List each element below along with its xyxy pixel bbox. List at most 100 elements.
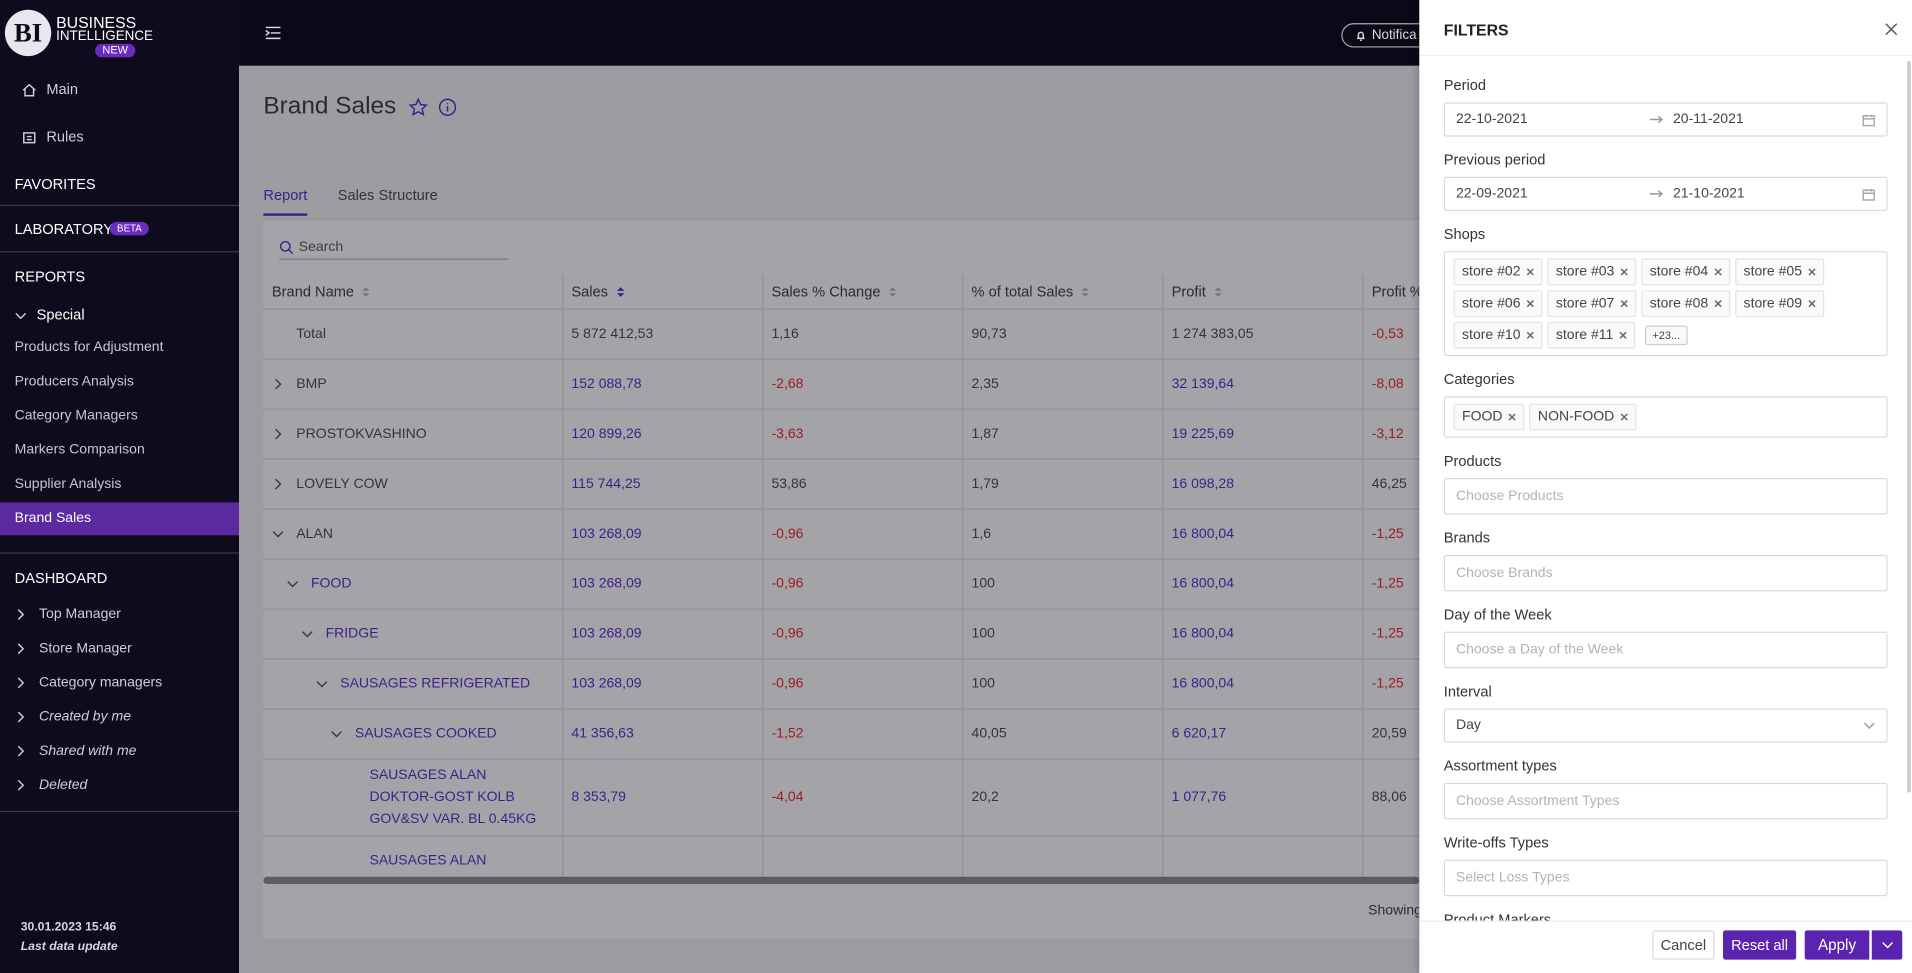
column-header[interactable]: Profit [1163,274,1364,309]
column-header[interactable]: Sales [563,274,763,309]
dropdown-chevron [1863,719,1875,731]
menu-item[interactable]: Deleted [15,778,87,793]
date-range[interactable]: 22-09-2021 21-10-2021 [1443,176,1888,211]
tag-remove-svg [1508,413,1516,421]
select-input[interactable]: Choose Assortment Types [1443,782,1888,820]
menu-item[interactable]: Brand Sales [0,502,240,536]
cell-name: Total [263,309,563,359]
apply-button[interactable]: Apply [1804,930,1870,960]
menu-group[interactable]: Special [15,306,85,323]
cell-value: -3,12 [1363,410,1419,459]
menu-item[interactable]: Category managers [15,676,163,690]
column-header[interactable]: % of total Sales [963,274,1164,309]
sort-icon-svg [1214,286,1222,297]
nav-label: Main [46,80,79,98]
apply-menu-button[interactable] [1871,930,1903,960]
cell-value: -1,25 [1363,560,1419,609]
row-name[interactable]: FOOD [310,576,352,592]
select-input[interactable]: Select Loss Types [1443,859,1888,897]
row-name[interactable]: SAUSAGES ALAN [369,853,487,869]
nav-item[interactable]: Main [22,80,79,98]
row-name[interactable]: SAUSAGES REFRIGERATED [340,676,531,692]
tag-remove [1618,330,1628,340]
tag-remove [1619,299,1629,309]
tag-label: store #09 [1743,296,1803,311]
close-icon [1884,22,1899,37]
tag-select[interactable]: FOOD NON-FOOD [1443,396,1888,438]
filters-panel: FILTERS Period 22-10-2021 20-11-2021 Previou… [1419,0,1912,973]
menu-item[interactable]: Supplier Analysis [14,476,122,492]
menu-toggle [265,26,282,41]
arrow-icon-svg [1649,115,1664,124]
sort-icon [888,285,898,298]
row-name: PROSTOKVASHINO [296,426,427,442]
tab[interactable]: Sales Structure [337,186,438,204]
filter-label: Period [1443,76,1487,94]
select-input[interactable]: Choose Products [1443,478,1888,515]
section-title[interactable]: FAVORITES [14,175,96,193]
menu-item[interactable]: Store Manager [15,641,132,656]
cancel-button[interactable]: Cancel [1652,930,1715,960]
menu-item[interactable]: Created by me [15,709,132,725]
expand-chevron-svg [272,531,284,538]
tag-select[interactable]: store #02 store #03 store #04 store #05 stor… [1443,251,1888,357]
column-label: Profit [1171,282,1206,300]
column-header[interactable]: Profit % [1363,274,1420,308]
filter-label: Categories [1443,370,1515,388]
cell-value: 1 274 383,05 [1163,309,1364,359]
section-title[interactable]: LABORATORY [14,220,114,238]
row-name[interactable]: SAUSAGES ALAN DOKTOR-GOST KOLB GOV&SV VA… [369,768,537,827]
update-label: Last data update [20,940,118,954]
search-box[interactable]: Search [279,237,509,260]
tag-remove [1619,412,1629,422]
cell-value: 16 800,04 [1163,559,1364,609]
nav-item[interactable]: Rules [22,128,84,145]
cell-value: -1,25 [1363,660,1419,709]
cell-value: -3,63 [763,409,964,459]
cell-value: 40,05 [963,709,1164,759]
update-date: 30.01.2023 15:46 [20,920,117,935]
tag-remove [1807,299,1817,309]
report-card: Search Brand Name Sales Sales % Change % of … [263,219,1420,939]
menu-item[interactable]: Top Manager [15,607,121,622]
nav-icon [22,83,37,98]
sort-icon-svg [889,286,897,297]
column-header[interactable]: Sales % Change [763,274,964,309]
reset-button[interactable]: Reset all [1722,930,1797,960]
date-from: 22-09-2021 [1455,186,1528,202]
divider [0,810,240,813]
sort-icon [615,285,625,298]
divider [1419,54,1912,57]
tag-more[interactable]: +23... [1645,325,1688,346]
cell-name: FRIDGE [263,609,563,659]
menu-item[interactable]: Category Managers [14,408,138,424]
expand-chevron [287,578,299,590]
row-name[interactable]: SAUSAGES COOKED [354,726,497,742]
tab[interactable]: Report [263,187,308,216]
cell-value: 103 268,09 [563,559,763,609]
chevron-svg [17,711,25,723]
filters-body: Period 22-10-2021 20-11-2021 Previous perio… [1443,55,1888,921]
tag-remove [1525,299,1535,309]
cell-value: -8,08 [1363,360,1419,409]
row-name[interactable]: FRIDGE [325,626,379,642]
tag-remove-svg [1808,300,1816,308]
date-range[interactable]: 22-10-2021 20-11-2021 [1443,102,1888,137]
nav-icon [22,130,37,145]
select-input[interactable]: Choose a Day of the Week [1443,631,1888,669]
cell-empty [1363,837,1419,876]
cell-name: ALAN [263,509,563,559]
dropdown[interactable]: Day [1443,708,1888,743]
menu-label: Created by me [39,709,132,725]
column-header[interactable]: Brand Name [263,274,563,309]
menu-item[interactable]: Products for Adjustment [14,340,164,355]
select-input[interactable]: Choose Brands [1443,554,1888,592]
cell-value: 103 268,09 [563,509,763,559]
tag-label: store #06 [1462,296,1521,311]
menu-item[interactable]: Producers Analysis [14,374,134,389]
menu-item[interactable]: Shared with me [15,744,136,758]
cell-value: 100 [963,559,1164,609]
menu-item[interactable]: Markers Comparison [14,442,145,458]
badge[interactable]: NEW [95,43,136,58]
cell-value: 1,79 [963,459,1164,509]
